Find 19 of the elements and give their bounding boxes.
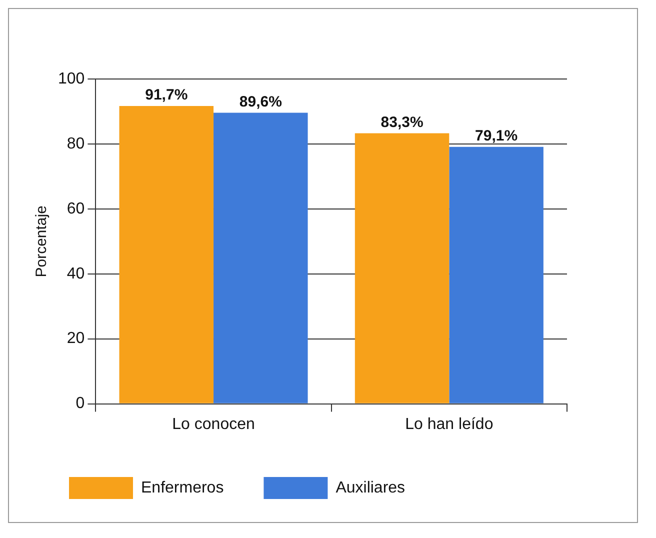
bar	[449, 146, 544, 404]
y-axis-title: Porcentaje	[33, 206, 50, 278]
y-tick-label: 0	[76, 395, 85, 412]
bar	[119, 106, 214, 404]
y-tick-label: 60	[66, 200, 85, 218]
legend-label: Auxiliares	[336, 479, 406, 496]
y-tick-label: 80	[66, 135, 85, 152]
data-label: 83,3%	[380, 114, 424, 131]
x-tick-label: Lo conocen	[172, 416, 255, 433]
data-label: 79,1%	[475, 128, 518, 145]
bar	[354, 133, 450, 404]
legend-label: Enfermeros	[141, 479, 224, 496]
data-label: 91,7%	[145, 86, 188, 104]
y-tick-label: 40	[66, 265, 85, 282]
x-tick-label: Lo han leído	[405, 416, 494, 433]
y-tick-label: 20	[66, 330, 85, 348]
data-label: 89,6%	[239, 93, 282, 110]
bar	[214, 112, 308, 404]
y-tick-label: 100	[58, 70, 85, 88]
